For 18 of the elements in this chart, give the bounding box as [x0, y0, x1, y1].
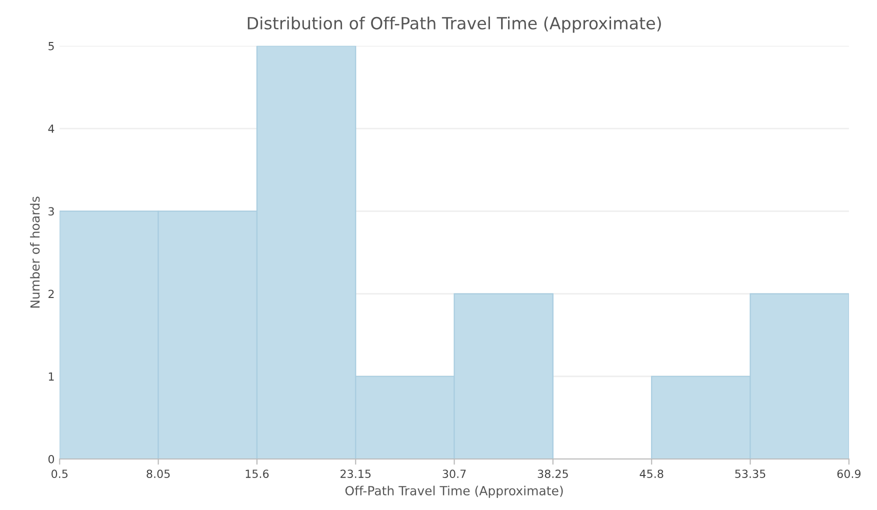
x-tick-label: 38.25 — [538, 470, 568, 478]
chart-title: Distribution of Off-Path Travel Time (Approximate) — [248, 16, 661, 33]
x-tick-label: 8.05 — [146, 470, 170, 478]
y-tick-label: 2 — [48, 290, 54, 298]
x-tick-label: 30.7 — [442, 470, 466, 478]
x-tick-label: 45.8 — [640, 470, 664, 478]
x-tick-label: 23.15 — [340, 470, 371, 478]
y-tick-label: 3 — [48, 207, 54, 216]
x-tick-label: 15.6 — [246, 470, 269, 478]
x-tick-label: 53.35 — [735, 470, 766, 478]
x-axis-title: Off-Path Travel Time (Approximate) — [345, 486, 563, 498]
y-axis-title: Number of hoards — [30, 196, 40, 308]
x-tick-label: 0.5 — [52, 470, 68, 478]
y-tick-label: 5 — [48, 42, 54, 50]
y-tick-label: 1 — [48, 372, 54, 381]
x-tick-label: 60.9 — [837, 470, 861, 478]
y-tick-label: 4 — [48, 124, 54, 133]
y-tick-label: 0 — [48, 454, 54, 464]
